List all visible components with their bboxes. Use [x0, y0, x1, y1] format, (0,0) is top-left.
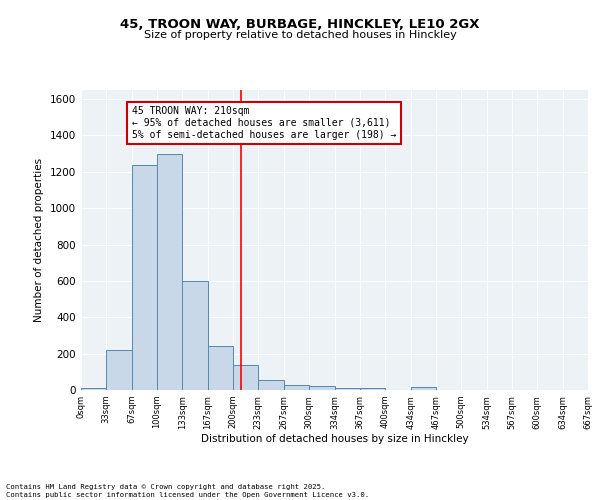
Bar: [208, 346, 233, 390]
Text: 45 TROON WAY: 210sqm
← 95% of detached houses are smaller (3,611)
5% of semi-det: 45 TROON WAY: 210sqm ← 95% of detached h…: [132, 106, 397, 140]
Bar: [360, 388, 385, 390]
Bar: [106, 350, 132, 390]
Y-axis label: Number of detached properties: Number of detached properties: [34, 158, 44, 322]
Bar: [81, 388, 106, 390]
Bar: [284, 386, 309, 390]
Bar: [258, 380, 284, 390]
Bar: [132, 164, 157, 390]
Bar: [335, 388, 360, 390]
X-axis label: Distribution of detached houses by size in Hinckley: Distribution of detached houses by size …: [200, 434, 469, 444]
Bar: [157, 154, 182, 390]
Bar: [309, 386, 335, 390]
Text: 45, TROON WAY, BURBAGE, HINCKLEY, LE10 2GX: 45, TROON WAY, BURBAGE, HINCKLEY, LE10 2…: [120, 18, 480, 30]
Text: Size of property relative to detached houses in Hinckley: Size of property relative to detached ho…: [143, 30, 457, 40]
Bar: [233, 364, 258, 390]
Bar: [411, 388, 436, 390]
Bar: [182, 281, 208, 390]
Text: Contains HM Land Registry data © Crown copyright and database right 2025.
Contai: Contains HM Land Registry data © Crown c…: [6, 484, 369, 498]
